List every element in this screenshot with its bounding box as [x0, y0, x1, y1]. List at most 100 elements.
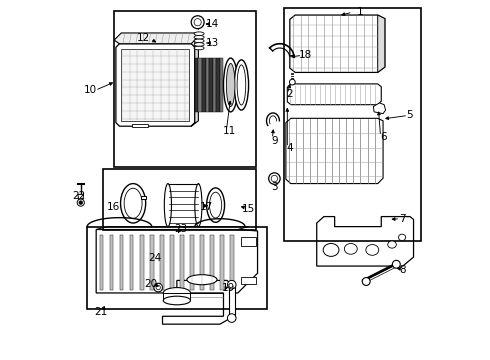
Polygon shape — [202, 58, 205, 112]
Ellipse shape — [392, 260, 400, 268]
Polygon shape — [213, 58, 216, 112]
Text: 12: 12 — [137, 33, 150, 43]
Polygon shape — [286, 118, 383, 184]
Polygon shape — [205, 58, 209, 112]
Text: 17: 17 — [199, 202, 213, 212]
Polygon shape — [291, 80, 294, 81]
Polygon shape — [242, 277, 256, 284]
Ellipse shape — [271, 175, 278, 182]
Text: 4: 4 — [287, 143, 293, 153]
Ellipse shape — [290, 79, 295, 85]
Polygon shape — [287, 84, 381, 105]
Polygon shape — [96, 229, 258, 293]
Ellipse shape — [191, 16, 204, 29]
Polygon shape — [290, 15, 385, 72]
Polygon shape — [78, 194, 84, 200]
Text: 5: 5 — [407, 111, 413, 121]
Ellipse shape — [194, 19, 201, 26]
Ellipse shape — [194, 32, 204, 36]
Polygon shape — [291, 76, 294, 77]
Polygon shape — [141, 197, 146, 199]
Ellipse shape — [227, 280, 236, 289]
Polygon shape — [229, 284, 235, 319]
Ellipse shape — [79, 201, 82, 204]
Polygon shape — [242, 237, 256, 246]
Ellipse shape — [398, 234, 406, 240]
Ellipse shape — [226, 63, 235, 107]
Ellipse shape — [207, 188, 224, 222]
Polygon shape — [100, 235, 103, 291]
Ellipse shape — [195, 184, 202, 226]
Text: 21: 21 — [94, 307, 107, 316]
Ellipse shape — [388, 241, 396, 248]
Polygon shape — [163, 293, 191, 300]
Polygon shape — [209, 58, 213, 112]
Ellipse shape — [366, 244, 379, 255]
Ellipse shape — [77, 199, 84, 206]
Text: 10: 10 — [84, 85, 98, 95]
Ellipse shape — [194, 39, 204, 42]
Polygon shape — [140, 235, 144, 291]
Text: 22: 22 — [73, 192, 86, 202]
Polygon shape — [160, 235, 164, 291]
Polygon shape — [195, 58, 198, 112]
Polygon shape — [130, 235, 133, 291]
Polygon shape — [200, 235, 204, 291]
Text: 24: 24 — [148, 253, 161, 263]
Ellipse shape — [227, 314, 236, 322]
Polygon shape — [163, 280, 231, 324]
Ellipse shape — [234, 60, 248, 110]
Polygon shape — [291, 78, 294, 79]
Text: 15: 15 — [242, 204, 255, 214]
Ellipse shape — [269, 173, 280, 184]
Polygon shape — [132, 125, 148, 127]
Text: 3: 3 — [271, 182, 278, 192]
Ellipse shape — [156, 285, 160, 290]
Polygon shape — [291, 73, 294, 75]
Text: 14: 14 — [206, 19, 220, 29]
Polygon shape — [116, 44, 195, 126]
Text: 16: 16 — [106, 202, 120, 212]
Polygon shape — [170, 235, 173, 291]
Ellipse shape — [237, 65, 245, 105]
Polygon shape — [317, 217, 414, 266]
Text: 9: 9 — [271, 136, 278, 145]
Polygon shape — [216, 58, 220, 112]
Polygon shape — [150, 235, 153, 291]
Ellipse shape — [163, 288, 191, 298]
Text: 11: 11 — [222, 126, 236, 136]
Ellipse shape — [124, 188, 142, 219]
Polygon shape — [373, 103, 386, 114]
Polygon shape — [230, 235, 234, 291]
Polygon shape — [96, 226, 248, 229]
Polygon shape — [180, 235, 184, 291]
Text: 13: 13 — [206, 38, 220, 48]
Polygon shape — [378, 15, 385, 72]
Polygon shape — [122, 49, 190, 121]
Text: 7: 7 — [399, 215, 406, 224]
Polygon shape — [168, 184, 198, 226]
Polygon shape — [191, 37, 198, 126]
Ellipse shape — [344, 243, 357, 254]
Text: 20: 20 — [145, 279, 158, 289]
Polygon shape — [110, 235, 113, 291]
Polygon shape — [198, 58, 202, 112]
Ellipse shape — [223, 58, 238, 112]
Text: 18: 18 — [298, 50, 312, 60]
Ellipse shape — [194, 42, 204, 46]
Ellipse shape — [187, 275, 217, 285]
Text: 19: 19 — [222, 283, 236, 293]
Ellipse shape — [210, 192, 221, 218]
Ellipse shape — [323, 243, 339, 256]
Text: 2: 2 — [287, 89, 293, 99]
Ellipse shape — [154, 283, 163, 292]
Polygon shape — [120, 235, 123, 291]
Ellipse shape — [163, 296, 191, 305]
Ellipse shape — [121, 184, 146, 223]
Text: 1: 1 — [356, 7, 363, 17]
Ellipse shape — [164, 184, 171, 226]
Ellipse shape — [362, 278, 370, 285]
Polygon shape — [114, 33, 198, 44]
Ellipse shape — [194, 36, 204, 39]
Text: 6: 6 — [380, 132, 387, 142]
